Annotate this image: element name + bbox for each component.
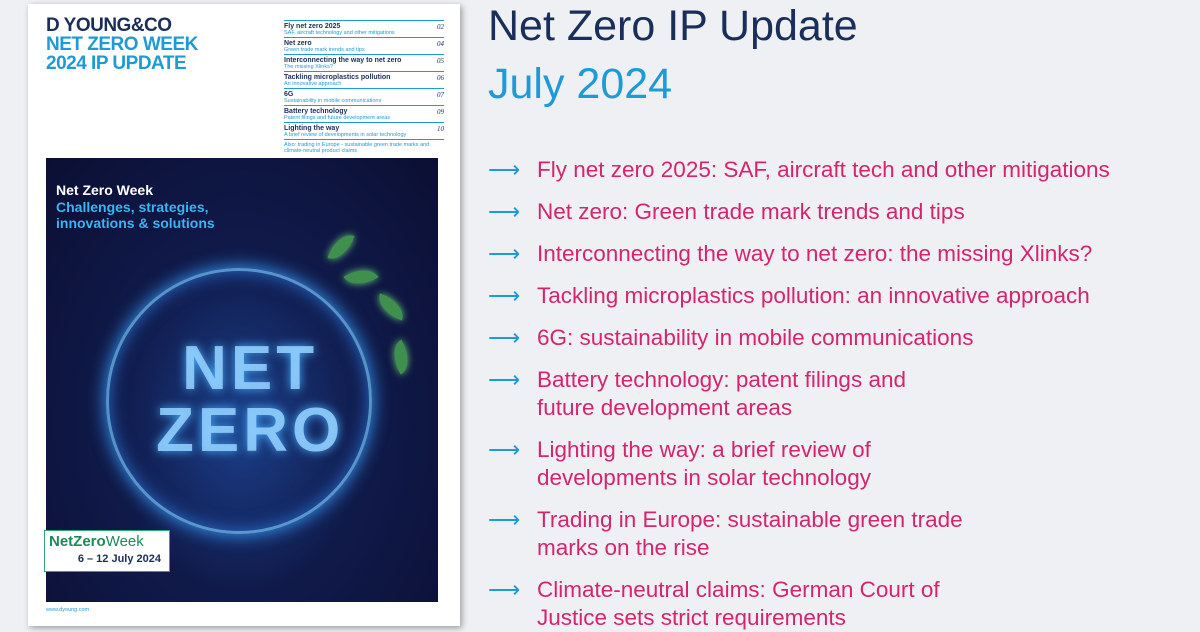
- toc-subtitle: Patent filings and future development ar…: [284, 115, 391, 121]
- cover-toc: Fly net zero 2025 SAF, aircraft technolog…: [284, 20, 444, 154]
- toc-subtitle: Green trade mark trends and tips: [284, 47, 365, 53]
- toc-title: Battery technology: [284, 108, 348, 115]
- cover-artwork: Net Zero Week Challenges, strategies, in…: [46, 158, 438, 602]
- toc-title: 6G: [284, 91, 294, 98]
- toc-also: Also: trading in Europe - sustainable gr…: [284, 139, 444, 154]
- topic-text: 6G: sustainability in mobile communicati…: [537, 325, 974, 350]
- toc-item: Net zero Green trade mark trends and tips…: [284, 37, 444, 54]
- badge-week: Week: [105, 533, 144, 550]
- toc-subtitle: A brief review of developments in solar …: [284, 132, 407, 138]
- topic-text: Interconnecting the way to net zero: the…: [537, 241, 1093, 266]
- cover-brand: D YOUNG&CO NET ZERO WEEK 2024 IP UPDATE: [46, 16, 198, 73]
- toc-title: Interconnecting the way to net zero: [284, 57, 402, 64]
- art-word-net: NET: [182, 334, 319, 403]
- cover-url: www.dyoung.com: [46, 607, 90, 613]
- arrow-right-icon: ⟶: [488, 199, 521, 224]
- art-word-zero: ZERO: [156, 396, 345, 465]
- toc-subtitle: SAF, aircraft technology and other mitig…: [284, 30, 395, 36]
- toc-page: 10: [437, 125, 444, 133]
- arrow-right-icon: ⟶: [488, 325, 521, 350]
- brand-line-3: 2024 IP UPDATE: [46, 53, 187, 74]
- badge-net-zero: NetZero: [49, 533, 106, 550]
- topic-text: Fly net zero 2025: SAF, aircraft tech an…: [537, 157, 1110, 182]
- toc-page: 05: [437, 57, 444, 65]
- toc-subtitle: Sustainability in mobile communications: [284, 98, 382, 104]
- toc-page: 07: [437, 91, 444, 99]
- leaf-icon: [343, 261, 379, 293]
- toc-page: 09: [437, 108, 444, 116]
- page-subtitle: July 2024: [488, 60, 673, 108]
- arrow-right-icon: ⟶: [488, 437, 521, 462]
- art-heading: Net Zero Week: [56, 182, 153, 198]
- newsletter-cover: D YOUNG&CO NET ZERO WEEK 2024 IP UPDATE …: [28, 4, 460, 626]
- toc-subtitle: An innovative approach: [284, 81, 342, 87]
- toc-title: Net zero: [284, 40, 312, 47]
- leaf-icon: [385, 339, 417, 375]
- toc-page: 02: [437, 23, 444, 31]
- toc-item: Battery technology Patent filings and fut…: [284, 105, 444, 122]
- brand-name: D YOUNG&CO: [46, 15, 172, 36]
- net-zero-week-badge: NetZeroWeek 6 – 12 July 2024: [44, 530, 170, 572]
- page-title: Net Zero IP Update: [488, 2, 858, 50]
- topic-text: Battery technology: patent filings and f…: [537, 367, 906, 420]
- toc-title: Tackling microplastics pollution: [284, 74, 391, 81]
- toc-item: Tackling microplastics pollution An innov…: [284, 71, 444, 88]
- arrow-right-icon: ⟶: [488, 577, 521, 602]
- topic-text: Lighting the way: a brief review of deve…: [537, 437, 871, 490]
- net-zero-art-text: NET ZERO: [156, 338, 344, 462]
- art-subheading: Challenges, strategies, innovations & so…: [56, 199, 215, 231]
- toc-page: 06: [437, 74, 444, 82]
- toc-page: 04: [437, 40, 444, 48]
- topic-text: Trading in Europe: sustainable green tra…: [537, 507, 963, 560]
- arrow-right-icon: ⟶: [488, 283, 521, 308]
- toc-title: Fly net zero 2025: [284, 23, 341, 30]
- arrow-right-icon: ⟶: [488, 507, 521, 532]
- arrow-right-icon: ⟶: [488, 157, 521, 182]
- toc-item: Interconnecting the way to net zero The m…: [284, 54, 444, 71]
- topic-text: Tackling microplastics pollution: an inn…: [537, 283, 1090, 308]
- toc-item: Fly net zero 2025 SAF, aircraft technolog…: [284, 20, 444, 37]
- leaf-icon: [327, 229, 355, 265]
- topic-text: Climate-neutral claims: German Court of …: [537, 577, 940, 630]
- arrow-right-icon: ⟶: [488, 367, 521, 392]
- badge-dates: 6 – 12 July 2024: [77, 553, 161, 565]
- arrow-right-icon: ⟶: [488, 241, 521, 266]
- toc-item: Lighting the way A brief review of develo…: [284, 122, 444, 139]
- toc-title: Lighting the way: [284, 125, 340, 132]
- toc-subtitle: The missing Xlinks?: [284, 64, 333, 70]
- leaf-icon: [373, 293, 409, 321]
- glowing-ring: [106, 268, 372, 534]
- toc-item: 6G Sustainability in mobile communication…: [284, 88, 444, 105]
- topic-text: Net zero: Green trade mark trends and ti…: [537, 199, 965, 224]
- brand-line-2: NET ZERO WEEK: [46, 34, 198, 55]
